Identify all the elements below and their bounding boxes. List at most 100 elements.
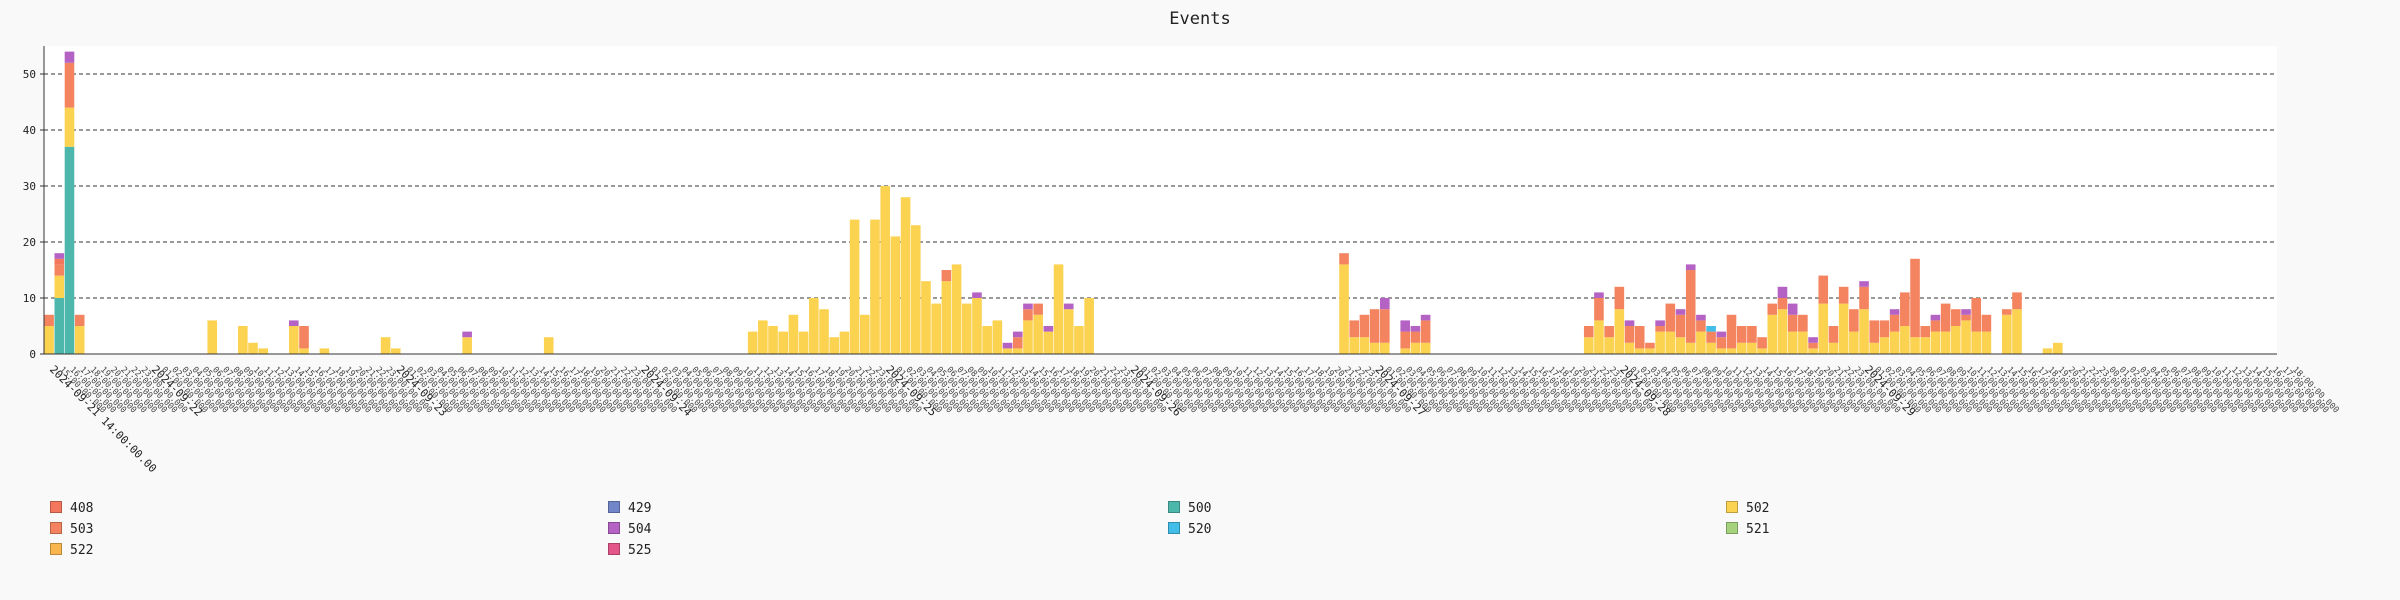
bar-504-100 bbox=[1063, 303, 1074, 310]
bar-502-75 bbox=[809, 298, 819, 354]
bar-504-188 bbox=[1961, 309, 1971, 315]
bar-503-178 bbox=[1859, 286, 1869, 310]
bar-504-161 bbox=[1685, 264, 1696, 270]
bar-502-176 bbox=[1838, 303, 1849, 354]
legend-item-500[interactable]: 500 bbox=[1168, 501, 1211, 516]
bar-502-174 bbox=[1818, 303, 1829, 354]
bar-502-33 bbox=[380, 337, 391, 354]
bar-502-161 bbox=[1685, 342, 1696, 354]
y-tick-label: 20 bbox=[23, 236, 36, 249]
legend-swatch bbox=[608, 543, 620, 555]
bar-504-181 bbox=[1889, 309, 1900, 315]
bar-502-73 bbox=[788, 314, 799, 354]
y-tick-label: 40 bbox=[23, 124, 36, 137]
bar-503-171 bbox=[1787, 314, 1798, 332]
bar-504-164 bbox=[1716, 331, 1727, 338]
legend-swatch bbox=[50, 501, 62, 513]
bar-502-167 bbox=[1747, 342, 1757, 354]
bar-502-86 bbox=[921, 281, 931, 354]
bar-502-16 bbox=[207, 320, 218, 354]
bar-503-165 bbox=[1726, 314, 1737, 349]
bar-502-82 bbox=[880, 186, 890, 354]
bar-503-152 bbox=[1594, 298, 1604, 321]
bar-502-151 bbox=[1583, 337, 1594, 354]
bar-502-89 bbox=[951, 264, 962, 354]
bar-503-96 bbox=[1023, 309, 1033, 321]
bar-504-155 bbox=[1624, 320, 1635, 326]
bar-504-158 bbox=[1655, 320, 1665, 326]
bar-500-2 bbox=[64, 146, 75, 354]
bar-503-127 bbox=[1339, 253, 1349, 265]
bar-503-179 bbox=[1869, 320, 1880, 343]
bar-502-153 bbox=[1604, 337, 1614, 354]
bar-502-158 bbox=[1655, 331, 1665, 354]
bar-502-171 bbox=[1787, 331, 1798, 354]
legend-item-504[interactable]: 504 bbox=[608, 522, 651, 537]
bar-502-182 bbox=[1900, 326, 1910, 354]
bar-503-154 bbox=[1614, 286, 1625, 310]
bar-502-88 bbox=[941, 281, 952, 354]
bar-502-79 bbox=[849, 219, 860, 354]
bar-502-169 bbox=[1767, 314, 1778, 354]
bar-504-131 bbox=[1380, 298, 1390, 310]
bar-502-133 bbox=[1400, 348, 1411, 354]
legend-label: 520 bbox=[1188, 522, 1212, 537]
bar-502-173 bbox=[1808, 348, 1818, 354]
bar-502-131 bbox=[1380, 342, 1390, 354]
legend-item-502[interactable]: 502 bbox=[1726, 501, 1769, 516]
legend-swatch bbox=[1726, 501, 1738, 513]
legend-label: 522 bbox=[70, 543, 94, 558]
legend-label: 521 bbox=[1746, 522, 1770, 537]
legend-swatch bbox=[50, 543, 62, 555]
bar-503-1 bbox=[54, 264, 65, 276]
legend-item-503[interactable]: 503 bbox=[50, 522, 93, 537]
legend-item-525[interactable]: 525 bbox=[608, 543, 651, 558]
bar-502-168 bbox=[1757, 348, 1767, 354]
legend-item-408[interactable]: 408 bbox=[50, 501, 93, 516]
legend-label: 503 bbox=[70, 522, 94, 537]
bar-504-41 bbox=[462, 331, 472, 338]
bar-502-164 bbox=[1716, 348, 1727, 354]
bar-502-98 bbox=[1043, 331, 1054, 354]
bar-503-175 bbox=[1828, 326, 1839, 343]
bar-502-49 bbox=[543, 337, 554, 354]
y-tick-label: 50 bbox=[23, 68, 36, 81]
legend-item-522[interactable]: 522 bbox=[50, 543, 93, 558]
bar-502-101 bbox=[1074, 326, 1084, 354]
bar-504-178 bbox=[1859, 281, 1869, 287]
legend-swatch bbox=[608, 522, 620, 534]
legend-swatch bbox=[1726, 522, 1738, 534]
bar-503-134 bbox=[1410, 331, 1421, 343]
bar-502-34 bbox=[390, 348, 401, 354]
bar-504-135 bbox=[1420, 314, 1431, 321]
bar-503-97 bbox=[1033, 303, 1043, 315]
bar-502-20 bbox=[248, 342, 258, 354]
bar-503-95 bbox=[1012, 337, 1023, 349]
bar-502-70 bbox=[758, 320, 768, 354]
bar-502-128 bbox=[1349, 337, 1360, 354]
legend-item-520[interactable]: 520 bbox=[1168, 522, 1211, 537]
bar-503-3 bbox=[74, 314, 85, 326]
legend-item-521[interactable]: 521 bbox=[1726, 522, 1769, 537]
bar-503-163 bbox=[1706, 331, 1716, 343]
bar-502-127 bbox=[1339, 264, 1349, 354]
bar-502-41 bbox=[462, 337, 472, 354]
bar-504-95 bbox=[1012, 331, 1023, 338]
bar-502-152 bbox=[1594, 320, 1604, 354]
bar-502-135 bbox=[1420, 342, 1431, 354]
bar-503-173 bbox=[1808, 342, 1818, 349]
bar-502-93 bbox=[992, 320, 1003, 354]
chart-title: Events bbox=[1169, 9, 1231, 29]
bar-503-187 bbox=[1951, 309, 1961, 326]
bar-502-175 bbox=[1828, 342, 1839, 354]
bar-504-1 bbox=[54, 253, 65, 259]
bar-503-184 bbox=[1920, 326, 1931, 338]
bar-503-133 bbox=[1400, 331, 1411, 349]
bar-502-92 bbox=[982, 326, 992, 354]
legend-item-429[interactable]: 429 bbox=[608, 501, 651, 516]
bar-502-196 bbox=[2042, 348, 2053, 354]
bar-502-74 bbox=[798, 331, 809, 354]
bar-503-183 bbox=[1910, 258, 1920, 338]
bar-502-156 bbox=[1634, 348, 1645, 354]
